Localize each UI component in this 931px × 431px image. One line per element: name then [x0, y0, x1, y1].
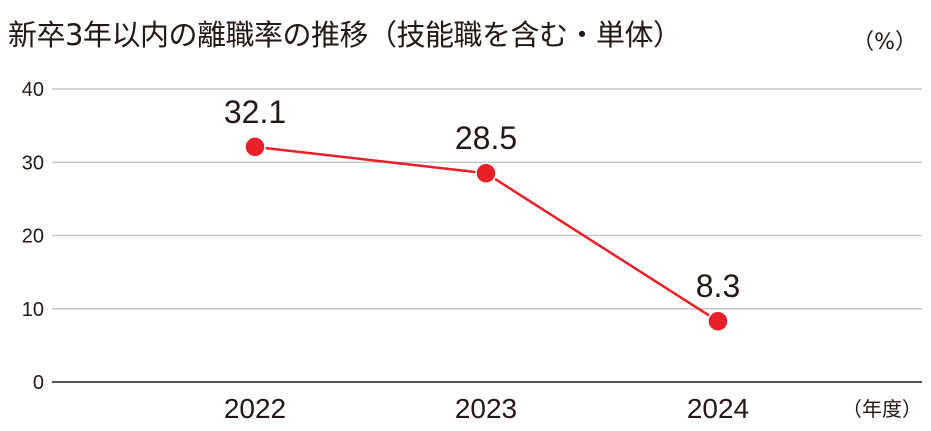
data-point [244, 136, 266, 158]
y-tick-label: 20 [22, 226, 44, 248]
y-tick-label: 10 [22, 299, 44, 321]
data-label: 8.3 [696, 268, 740, 304]
x-tick-label: 2023 [455, 393, 517, 424]
x-tick-label: 2024 [687, 393, 749, 424]
data-point [475, 162, 497, 184]
data-label: 32.1 [224, 94, 286, 130]
data-point [707, 310, 729, 332]
chart-title: 新卒3年以内の離職率の推移（技能職を含む・単体） [8, 18, 682, 52]
y-tick-label: 40 [22, 79, 44, 101]
y-tick-label: 0 [33, 372, 44, 394]
x-tick-label: 2022 [224, 393, 286, 424]
data-label: 28.5 [455, 120, 517, 156]
x-unit-label: （年度） [842, 397, 922, 421]
y-unit-label: （%） [852, 30, 917, 55]
y-tick-label: 30 [22, 152, 44, 174]
